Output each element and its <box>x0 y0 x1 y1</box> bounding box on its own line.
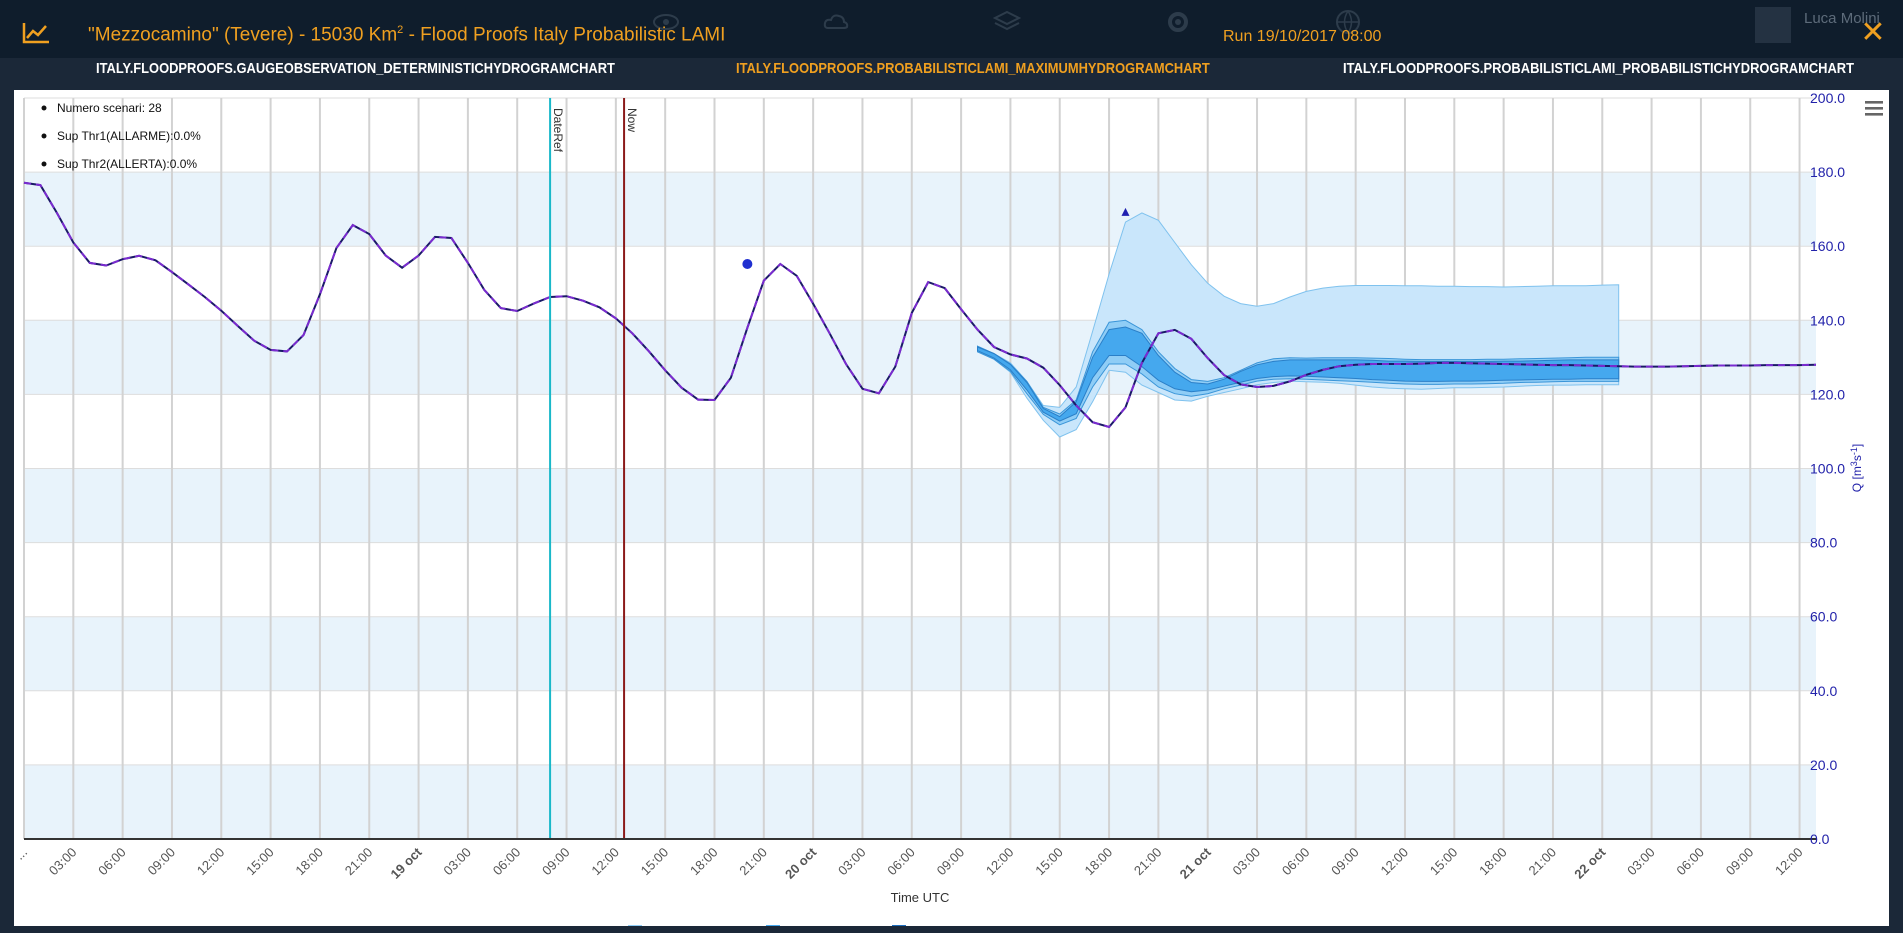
run-label: Run 19/10/2017 08:00 <box>1223 28 1382 45</box>
title-bar: Luca Molini "Mezzocamino" (Tevere) - 150… <box>0 0 1903 58</box>
username-label: Luca Molini <box>1804 10 1880 27</box>
title-main: "Mezzocamino" (Tevere) - 15030 Km <box>88 24 398 46</box>
cloud-icon <box>823 14 849 29</box>
globe-icon <box>1336 10 1360 34</box>
tab-gauge-observation[interactable]: ITALY.FLOODPROOFS.GAUGEOBSERVATION_DETER… <box>96 60 615 77</box>
avatar <box>1755 7 1791 43</box>
title-rest: - Flood Proofs Italy Probabilistic LAMI <box>403 24 726 46</box>
tab-probabilistic-hydrogram[interactable]: ITALY.FLOODPROOFS.PROBABILISTICLAMI_PROB… <box>1343 60 1854 77</box>
eye-icon <box>653 14 679 30</box>
layers-icon <box>993 10 1021 31</box>
gear-icon <box>1168 12 1188 32</box>
bottom-strip <box>0 926 1903 933</box>
close-icon[interactable]: ✕ <box>1860 16 1886 49</box>
tab-bar <box>0 58 1903 90</box>
tab-maximum-hydrogram[interactable]: ITALY.FLOODPROOFS.PROBABILISTICLAMI_MAXI… <box>736 60 1210 77</box>
line-chart-icon <box>22 23 49 44</box>
menu-icon[interactable] <box>1863 97 1885 119</box>
title-superscript: 2 <box>397 24 404 36</box>
chart-panel <box>14 90 1889 926</box>
chart-title: "Mezzocamino" (Tevere) - 15030 Km2 - Flo… <box>88 24 725 46</box>
